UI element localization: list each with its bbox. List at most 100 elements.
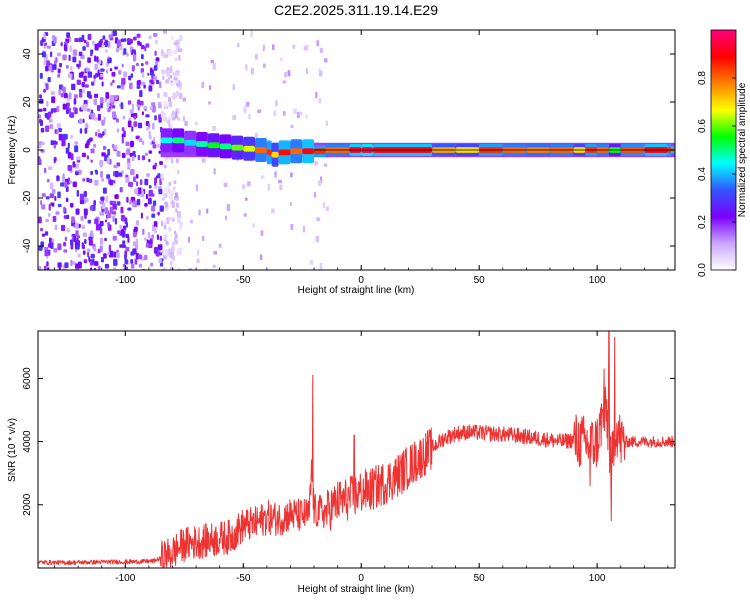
heatmap-cell [165,79,169,84]
colorbar-gradient [710,29,737,271]
heatmap-cell [113,251,117,258]
heatmap-cell [125,233,130,239]
heatmap-cell [111,71,116,77]
heatmap-cell [143,84,146,89]
heatmap-cell [314,161,318,166]
y-tick-label: 40 [22,48,33,60]
heatmap-cell [97,265,101,270]
heatmap-cell [125,246,130,252]
heatmap-cell [254,132,258,140]
heatmap-cell [70,153,74,161]
heatmap-cell [68,92,72,100]
heatmap-cell [162,75,165,81]
heatmap-cell [116,48,119,53]
heatmap-cell [279,184,283,191]
x-tick-label: -100 [115,573,135,584]
heatmap-cell [73,94,78,99]
heatmap-cell [133,176,136,182]
heatmap-cell [49,124,54,130]
heatmap-cell [104,207,109,214]
heatmap-cell [75,171,79,176]
heatmap-cell [110,82,113,86]
heatmap-cell [161,69,165,75]
heatmap-cell [260,175,265,179]
heatmap-cell [53,36,57,44]
heatmap-cell [116,252,120,259]
heatmap-cell [154,61,159,67]
heatmap-cell [119,244,124,248]
heatmap-cell [176,249,181,256]
heatmap-cell [109,179,114,186]
heatmap-cell [87,251,90,258]
heatmap-cell [147,198,152,205]
heatmap-cell [149,106,153,111]
heatmap-cell [104,219,107,223]
heatmap-cell [108,244,112,252]
heatmap-cell [117,201,121,206]
heatmap-cell [76,245,80,250]
heatmap-cell [73,98,77,105]
heatmap-cell [187,236,191,243]
heatmap-cell [102,145,107,150]
heatmap-cell [47,267,50,270]
heatmap-cell [86,177,90,182]
heatmap-cell [82,88,86,94]
heatmap-cell [76,190,80,197]
heatmap-cell [212,264,216,269]
heatmap-cell [40,127,45,133]
heatmap-cell [118,172,123,177]
heatmap-cell [316,217,321,221]
heatmap-cell [305,68,308,75]
heatmap-cell [47,111,52,118]
heatmap-cell [39,72,43,79]
heatmap-cell [130,113,135,118]
heatmap-cell [52,107,57,113]
heatmap-cell [84,103,88,110]
heatmap-cell [100,68,105,72]
heatmap-cell [162,255,167,260]
snr-x-label: Height of straight line (km) [298,584,415,595]
heatmap-cell [292,44,296,49]
heatmap-cell [84,239,87,245]
heatmap-cell [47,77,51,83]
x-tick-label: 50 [474,275,486,286]
heatmap-cell [144,46,147,52]
heatmap-cell [112,235,117,241]
heatmap-cell [44,42,48,46]
heatmap-cell [41,51,46,58]
heatmap-cell [90,159,93,163]
heatmap-cell [121,133,124,138]
heatmap-cell [56,175,60,182]
heatmap-cell [104,98,108,103]
heatmap-cell [117,39,121,47]
heatmap-cell [226,204,230,211]
heatmap-cell [131,49,136,53]
heatmap-cell [203,268,208,270]
heatmap-cell [184,120,188,126]
heatmap-cell [194,121,198,126]
heatmap-cell [113,258,118,266]
heatmap-cell [169,74,173,79]
heatmap-cell [114,144,118,150]
heatmap-cell [141,111,144,116]
heatmap-cell [83,75,87,82]
ridge-point [271,151,279,158]
heatmap-cell [94,180,99,186]
heatmap-cell [315,92,318,99]
heatmap-cell [59,62,62,68]
heatmap-cell [93,246,97,252]
heatmap-cell [82,118,85,123]
heatmap-x-axis: -100 -50 0 50 100 [54,30,669,286]
heatmap-cell [274,171,277,178]
heatmap-cell [44,265,47,270]
heatmap-cell [107,58,111,64]
heatmap-cell [130,263,135,269]
heatmap-cell [176,117,181,121]
heatmap-cell [182,116,185,122]
heatmap-cell [99,160,104,167]
heatmap-cell [148,35,152,40]
heatmap-cell [60,93,64,98]
heatmap-cell [117,230,122,235]
heatmap-cell [136,181,139,187]
